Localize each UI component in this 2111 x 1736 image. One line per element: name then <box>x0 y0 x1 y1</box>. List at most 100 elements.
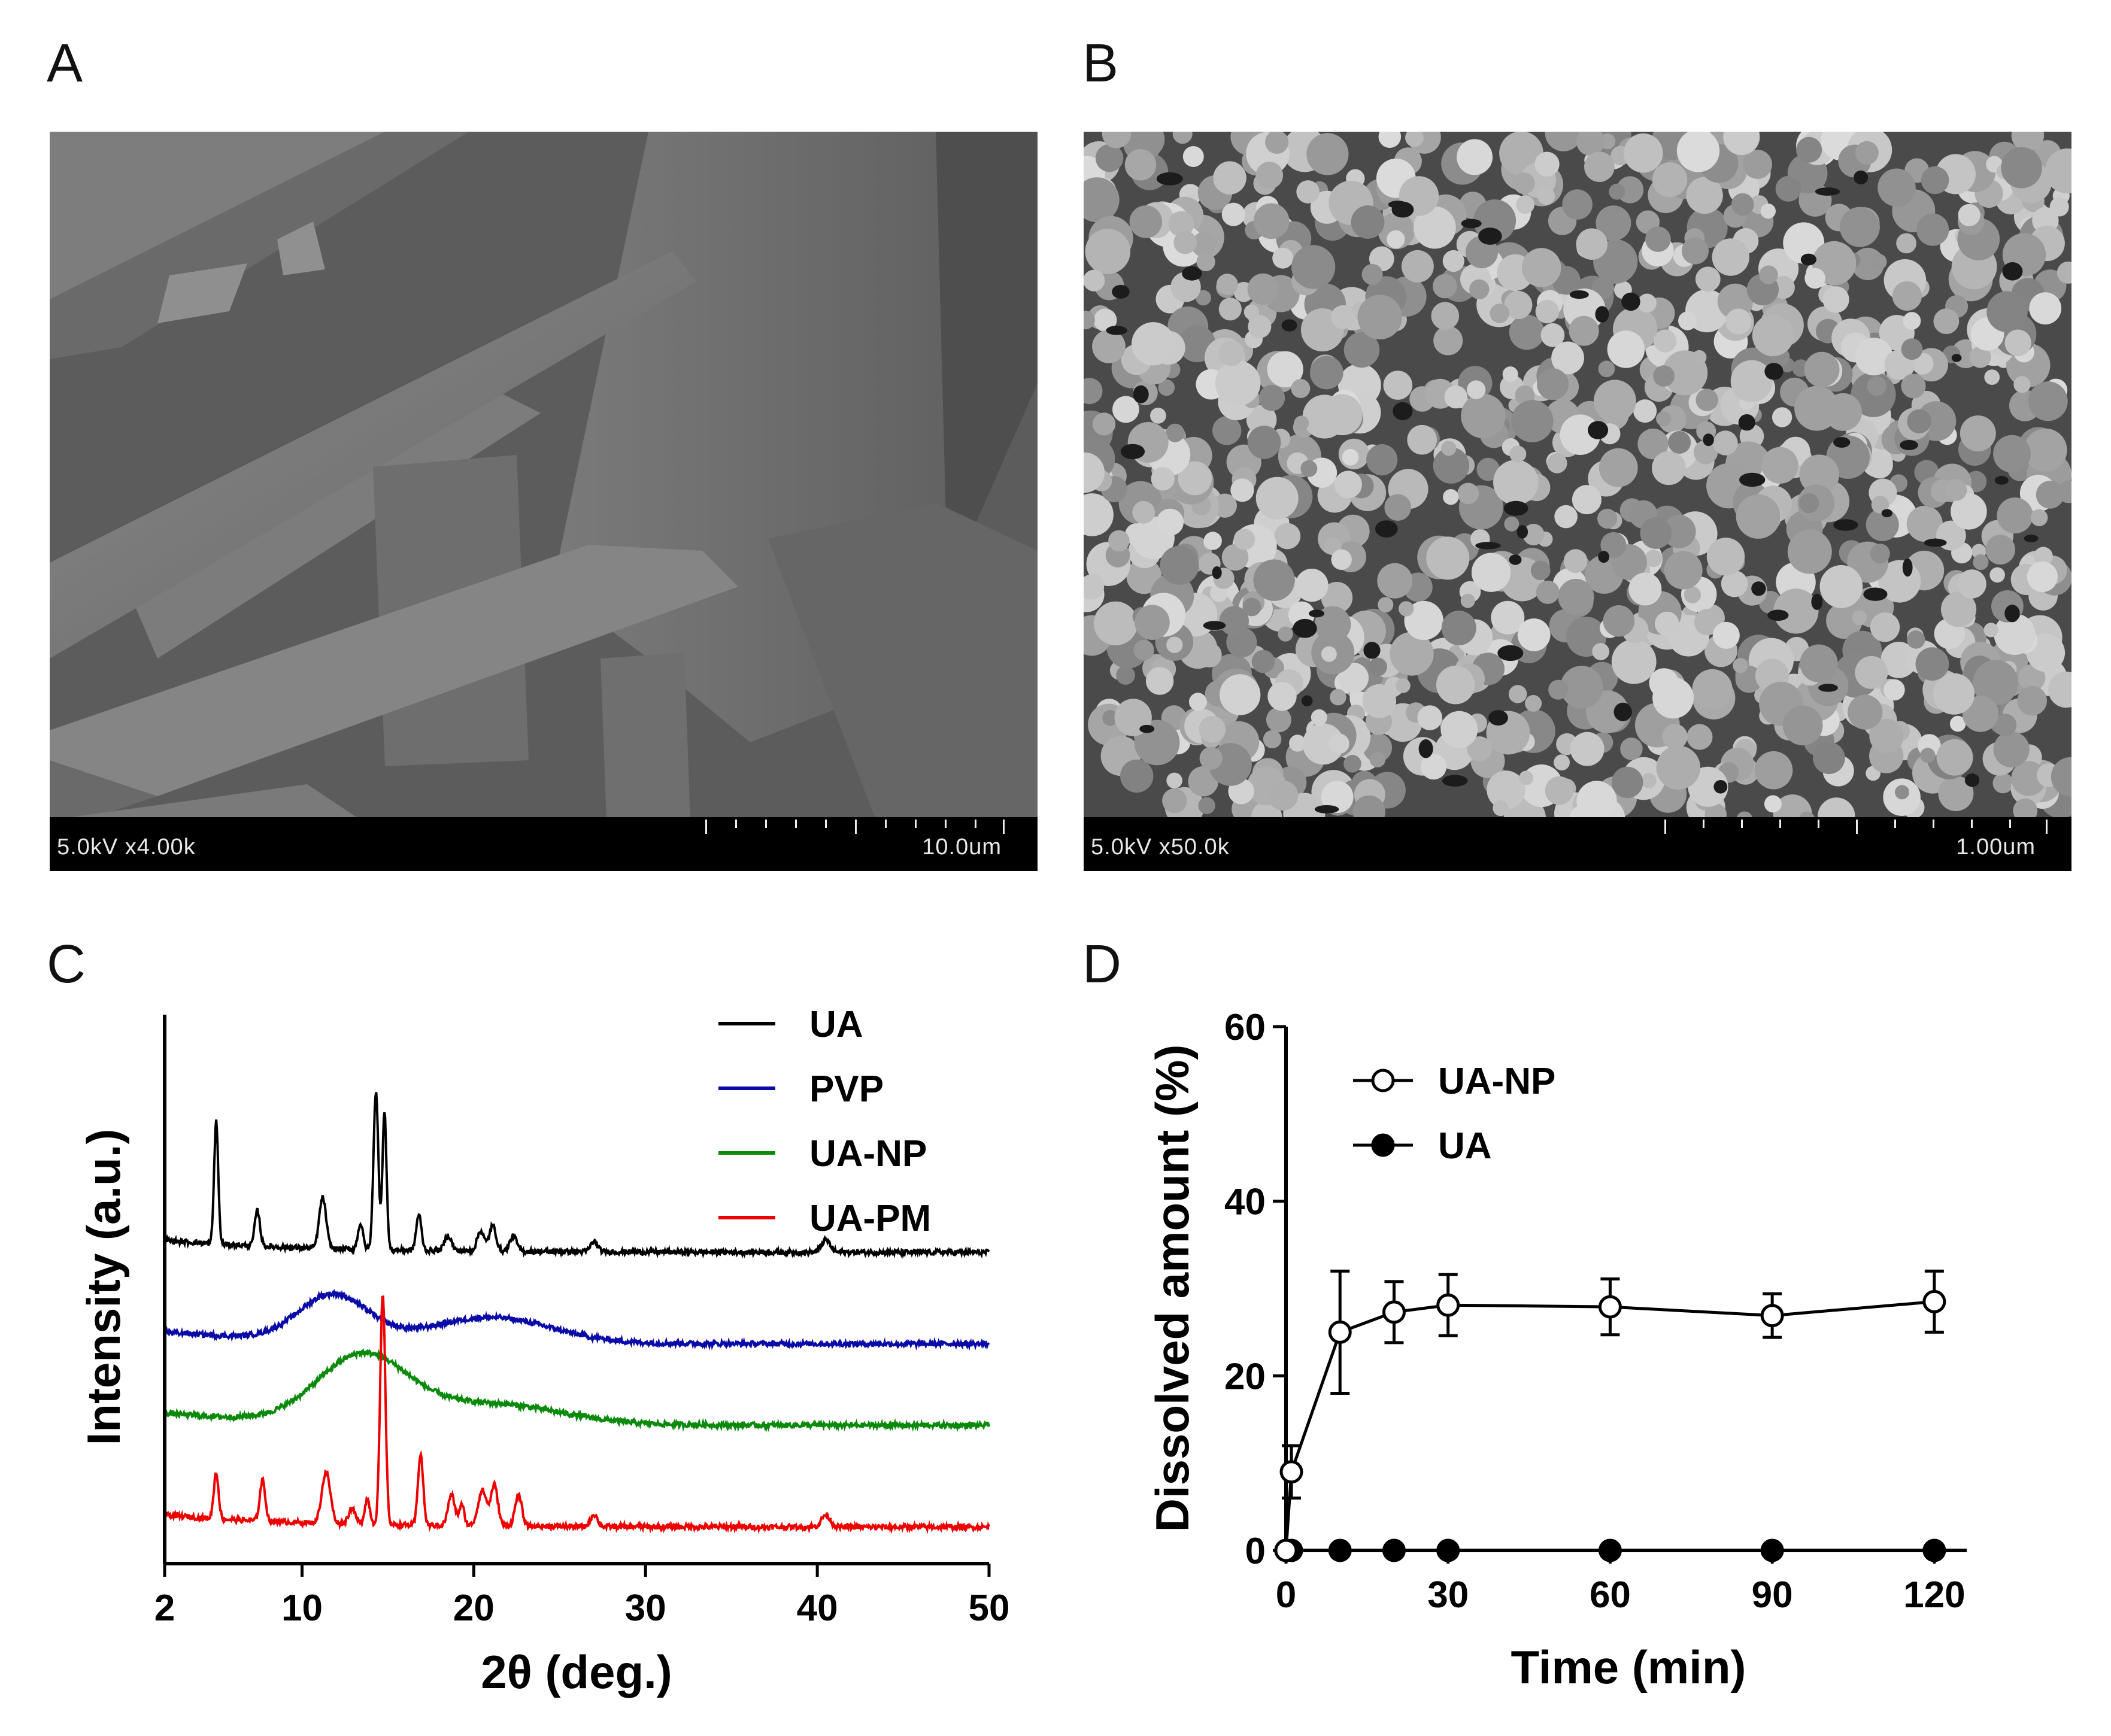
series-line-ua-np <box>163 1347 990 1432</box>
sem-particle <box>1761 447 1798 484</box>
sem-particle <box>1839 207 1880 247</box>
sem-pore <box>1461 218 1482 229</box>
sem-particle <box>1162 788 1187 814</box>
sem-particle <box>1219 341 1245 366</box>
series-line-ua <box>163 1092 990 1259</box>
sem-particle <box>1191 232 1217 257</box>
sem-particle <box>1609 183 1625 200</box>
sem-particle <box>1645 550 1663 567</box>
panel-letter-d: D <box>1082 934 1121 994</box>
sem-particle <box>1221 202 1245 226</box>
sem-pore <box>1301 695 1313 706</box>
sem-particle <box>1421 754 1447 780</box>
sem-particle <box>1664 551 1703 590</box>
sem-particle <box>2013 798 2038 823</box>
sem-particle <box>1773 588 1819 634</box>
sem-particle <box>1166 772 1182 789</box>
sem-particle <box>1300 460 1318 477</box>
sem-particle <box>1560 666 1603 709</box>
sem-particle <box>1993 435 2031 473</box>
sem-scale-label-b: 1.00um <box>1956 834 2036 860</box>
sem-particle <box>1272 247 1294 269</box>
sem-pore <box>1503 500 1528 516</box>
sem-particle <box>1903 312 1921 330</box>
sem-pore <box>1818 684 1838 692</box>
sem-particle <box>1291 245 1336 289</box>
sem-particle <box>1431 302 1460 330</box>
sem-particle <box>1487 770 1525 809</box>
sem-particle <box>1986 291 2028 332</box>
axes: 0 20 40 60 0 30 60 90 120 <box>1224 1007 1967 1616</box>
data-point-ua <box>1382 1538 1406 1562</box>
legend-label-ua: UA <box>809 1004 863 1045</box>
panel-letter-a: A <box>47 34 83 93</box>
sem-particle <box>1215 360 1261 406</box>
sem-particle <box>1906 505 1943 542</box>
sem-particle <box>1321 781 1354 814</box>
sem-pore <box>1203 621 1226 630</box>
sem-particle <box>1457 482 1479 505</box>
sem-particle <box>1248 314 1272 338</box>
sem-particle <box>1915 647 1949 681</box>
sem-particle <box>1093 308 1117 332</box>
sem-particle <box>1713 430 1738 456</box>
sem-particle <box>2011 132 2045 152</box>
sem-particle <box>1796 136 1822 163</box>
sem-particle <box>1973 554 1989 570</box>
sem-pore <box>1442 775 1468 787</box>
sem-particle <box>1212 493 1237 518</box>
sem-particle <box>1866 508 1899 541</box>
sem-particle <box>1442 250 1464 272</box>
sem-pore <box>1924 538 1947 547</box>
sem-pore <box>1815 187 1840 196</box>
sem-pore <box>1120 444 1145 460</box>
sem-particle <box>1907 630 1925 649</box>
sem-particle <box>1092 329 1126 363</box>
sem-particle <box>1469 279 1490 299</box>
sem-particle <box>1547 453 1567 474</box>
sem-particle <box>1692 669 1733 710</box>
sem-particle <box>1957 569 1986 599</box>
sem-particle <box>1124 149 1157 181</box>
sem-particle <box>1102 132 1132 148</box>
sem-info-bar-a <box>50 817 1038 871</box>
sem-pore <box>1800 253 1816 266</box>
sem-particle <box>1343 755 1361 773</box>
sem-particle <box>1668 431 1691 454</box>
sem-particle <box>1572 485 1602 515</box>
sem-particle <box>1721 570 1748 597</box>
data-point-ua-np <box>1922 1289 1946 1313</box>
sem-particle <box>2057 261 2071 284</box>
x-tick-label: 2 <box>154 1588 175 1629</box>
sem-particle <box>1989 567 2005 583</box>
panel-letter-c: C <box>47 934 86 994</box>
sem-particle <box>1733 658 1748 673</box>
sem-particle <box>1085 229 1131 274</box>
sem-particle <box>1723 132 1760 156</box>
sem-particle <box>1554 754 1570 770</box>
sem-particle <box>1593 380 1636 423</box>
sem-particle <box>1182 146 1204 167</box>
sem-particle <box>1513 172 1535 195</box>
sem-particle <box>1493 800 1509 817</box>
sem-particle <box>1662 724 1688 749</box>
sem-particle <box>1545 776 1574 805</box>
sem-particle <box>1901 338 1923 360</box>
sem-particle <box>1534 151 1560 177</box>
sem-particle <box>1414 206 1456 249</box>
sem-particle <box>1730 360 1773 402</box>
sem-particle <box>1772 407 1792 427</box>
sem-particle <box>1656 745 1701 790</box>
legend-label-ua-np: UA-NP <box>809 1133 927 1174</box>
sem-particle <box>1800 644 1838 682</box>
sem-pore <box>1293 618 1317 638</box>
sem-pore <box>1902 559 1913 577</box>
sem-particle <box>1440 711 1478 748</box>
sem-particle <box>1268 780 1299 811</box>
sem-pore <box>1588 421 1609 439</box>
sem-particle <box>1743 150 1772 179</box>
data-point-ua <box>1328 1538 1352 1562</box>
sem-particle <box>1296 180 1320 204</box>
sem-particle <box>1662 515 1696 548</box>
sem-particle <box>1289 735 1306 752</box>
